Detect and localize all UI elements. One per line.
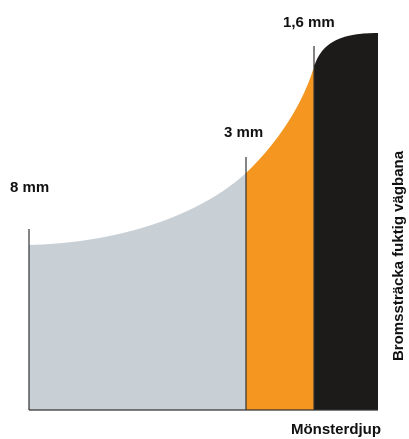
y-axis-label: Bromssträcka fuktig vägbana <box>390 150 407 361</box>
marker-label-1-6mm: 1,6 mm <box>283 14 335 31</box>
band-below-1-6mm <box>314 33 378 410</box>
band-3mm-to-1-6mm <box>246 67 314 410</box>
x-axis-label: Mönsterdjup <box>291 421 381 438</box>
band-8mm-to-3mm <box>29 173 246 410</box>
marker-label-8mm: 8 mm <box>10 179 49 196</box>
marker-label-3mm: 3 mm <box>224 124 263 141</box>
